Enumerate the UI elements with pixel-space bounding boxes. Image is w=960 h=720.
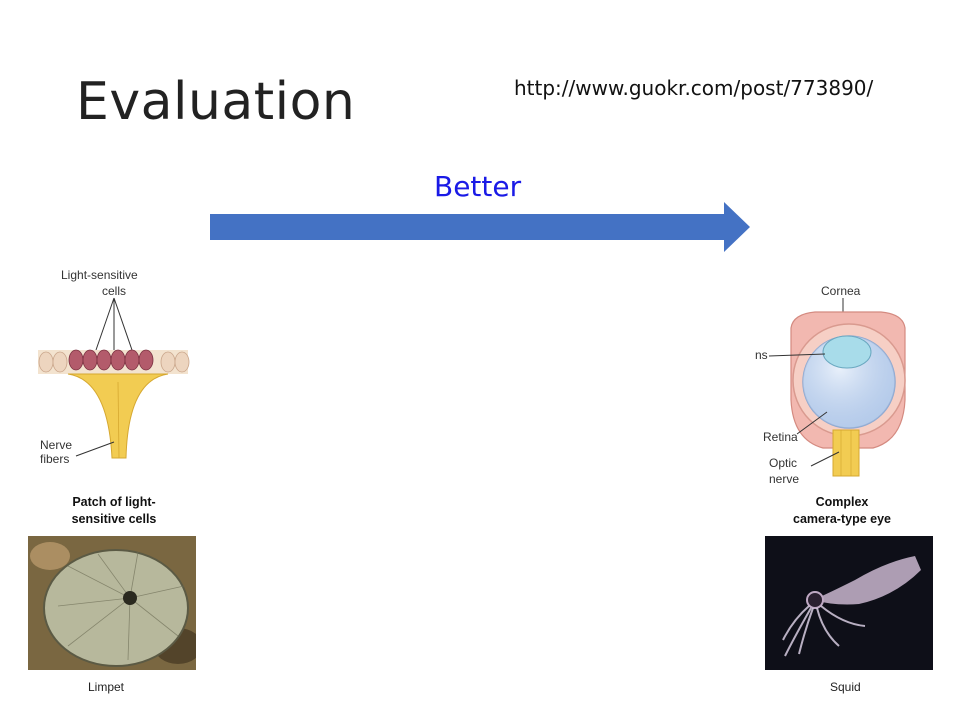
label-cells-2: cells — [102, 284, 127, 298]
limpet-photo — [28, 536, 196, 670]
label-retina: Retina — [763, 430, 798, 444]
right-arrow-icon — [210, 202, 750, 252]
label-optic-1: Optic — [769, 456, 798, 470]
label-lens: ns — [755, 348, 768, 362]
squid-photo — [765, 536, 933, 670]
label-optic-2: nerve — [769, 472, 800, 486]
arrow-label: Better — [434, 170, 522, 203]
right-panel: Cornea ns Retina — [755, 280, 935, 700]
left-caption-1: Patch of light- — [72, 495, 156, 509]
squid-label: Squid — [830, 680, 861, 694]
left-panel: Light-sensitive cells — [28, 258, 208, 698]
left-caption-2: sensitive cells — [71, 512, 157, 526]
label-nerve-1: Nerve — [40, 438, 73, 452]
label-nerve-2: fibers — [40, 452, 70, 466]
label-cells-1: Light-sensitive — [61, 268, 138, 282]
source-url: http://www.guokr.com/post/773890/ — [514, 76, 874, 100]
right-caption-2: camera-type eye — [793, 512, 891, 526]
camera-type-eye-diagram — [768, 298, 906, 477]
label-cornea: Cornea — [821, 284, 861, 298]
light-sensitive-patch-diagram — [38, 297, 190, 459]
limpet-label: Limpet — [88, 680, 125, 694]
right-caption-1: Complex — [815, 495, 869, 509]
slide-title: Evaluation — [76, 72, 356, 132]
